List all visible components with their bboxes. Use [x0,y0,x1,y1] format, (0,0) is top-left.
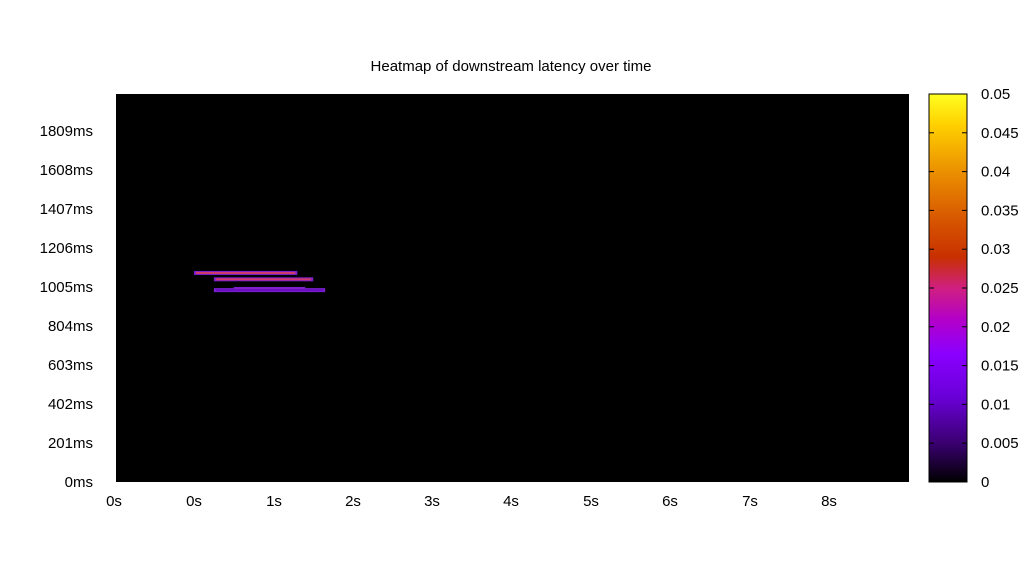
x-axis-ticks: 0s 0s 1s 2s 3s 4s 5s 6s 7s 8s [106,493,837,510]
colorbar-tick-label: 0.02 [981,319,1010,336]
y-tick-label: 804ms [48,318,93,335]
x-tick-label: 1s [266,493,282,510]
y-tick-label: 1608ms [40,162,93,179]
y-tick-label: 402ms [48,396,93,413]
y-tick-label: 1809ms [40,123,93,140]
colorbar-tick-label: 0.035 [981,202,1019,219]
colorbar-tick-label: 0.025 [981,280,1019,297]
y-tick-label: 0ms [65,474,93,491]
y-tick-label: 1206ms [40,240,93,257]
colorbar [928,93,968,483]
heatmap-cell [215,289,324,292]
colorbar-tick-label: 0.005 [981,435,1019,452]
x-tick-label: 0s [106,493,122,510]
x-tick-label: 5s [583,493,599,510]
colorbar-tick-label: 0.03 [981,241,1010,258]
heatmap-cell [196,271,296,274]
colorbar-tick-label: 0.01 [981,396,1010,413]
y-axis-ticks: 0ms 201ms 402ms 603ms 804ms 1005ms 1206ms 1407m… [40,123,93,491]
x-tick-label: 4s [503,493,519,510]
colorbar-tick-label: 0.04 [981,164,1010,181]
colorbar-ticks: 0 0.005 0.01 0.015 0.02 0.025 0.03 0.035 0.04 0.0… [929,86,1019,491]
colorbar-tick-label: 0.015 [981,358,1019,375]
y-tick-label: 201ms [48,435,93,452]
colorbar-tick-label: 0 [981,474,989,491]
y-tick-label: 603ms [48,357,93,374]
heatmap-cell [215,278,312,281]
x-tick-label: 6s [662,493,678,510]
x-tick-label: 0s [186,493,202,510]
x-tick-label: 3s [424,493,440,510]
x-tick-label: 2s [345,493,361,510]
y-tick-label: 1005ms [40,279,93,296]
chart-title: Heatmap of downstream latency over time [371,58,652,75]
x-tick-label: 8s [821,493,837,510]
colorbar-tick-label: 0.05 [981,86,1010,103]
x-tick-label: 7s [742,493,758,510]
colorbar-tick-label: 0.045 [981,125,1019,142]
heatmap-cells [194,270,326,293]
y-tick-label: 1407ms [40,201,93,218]
